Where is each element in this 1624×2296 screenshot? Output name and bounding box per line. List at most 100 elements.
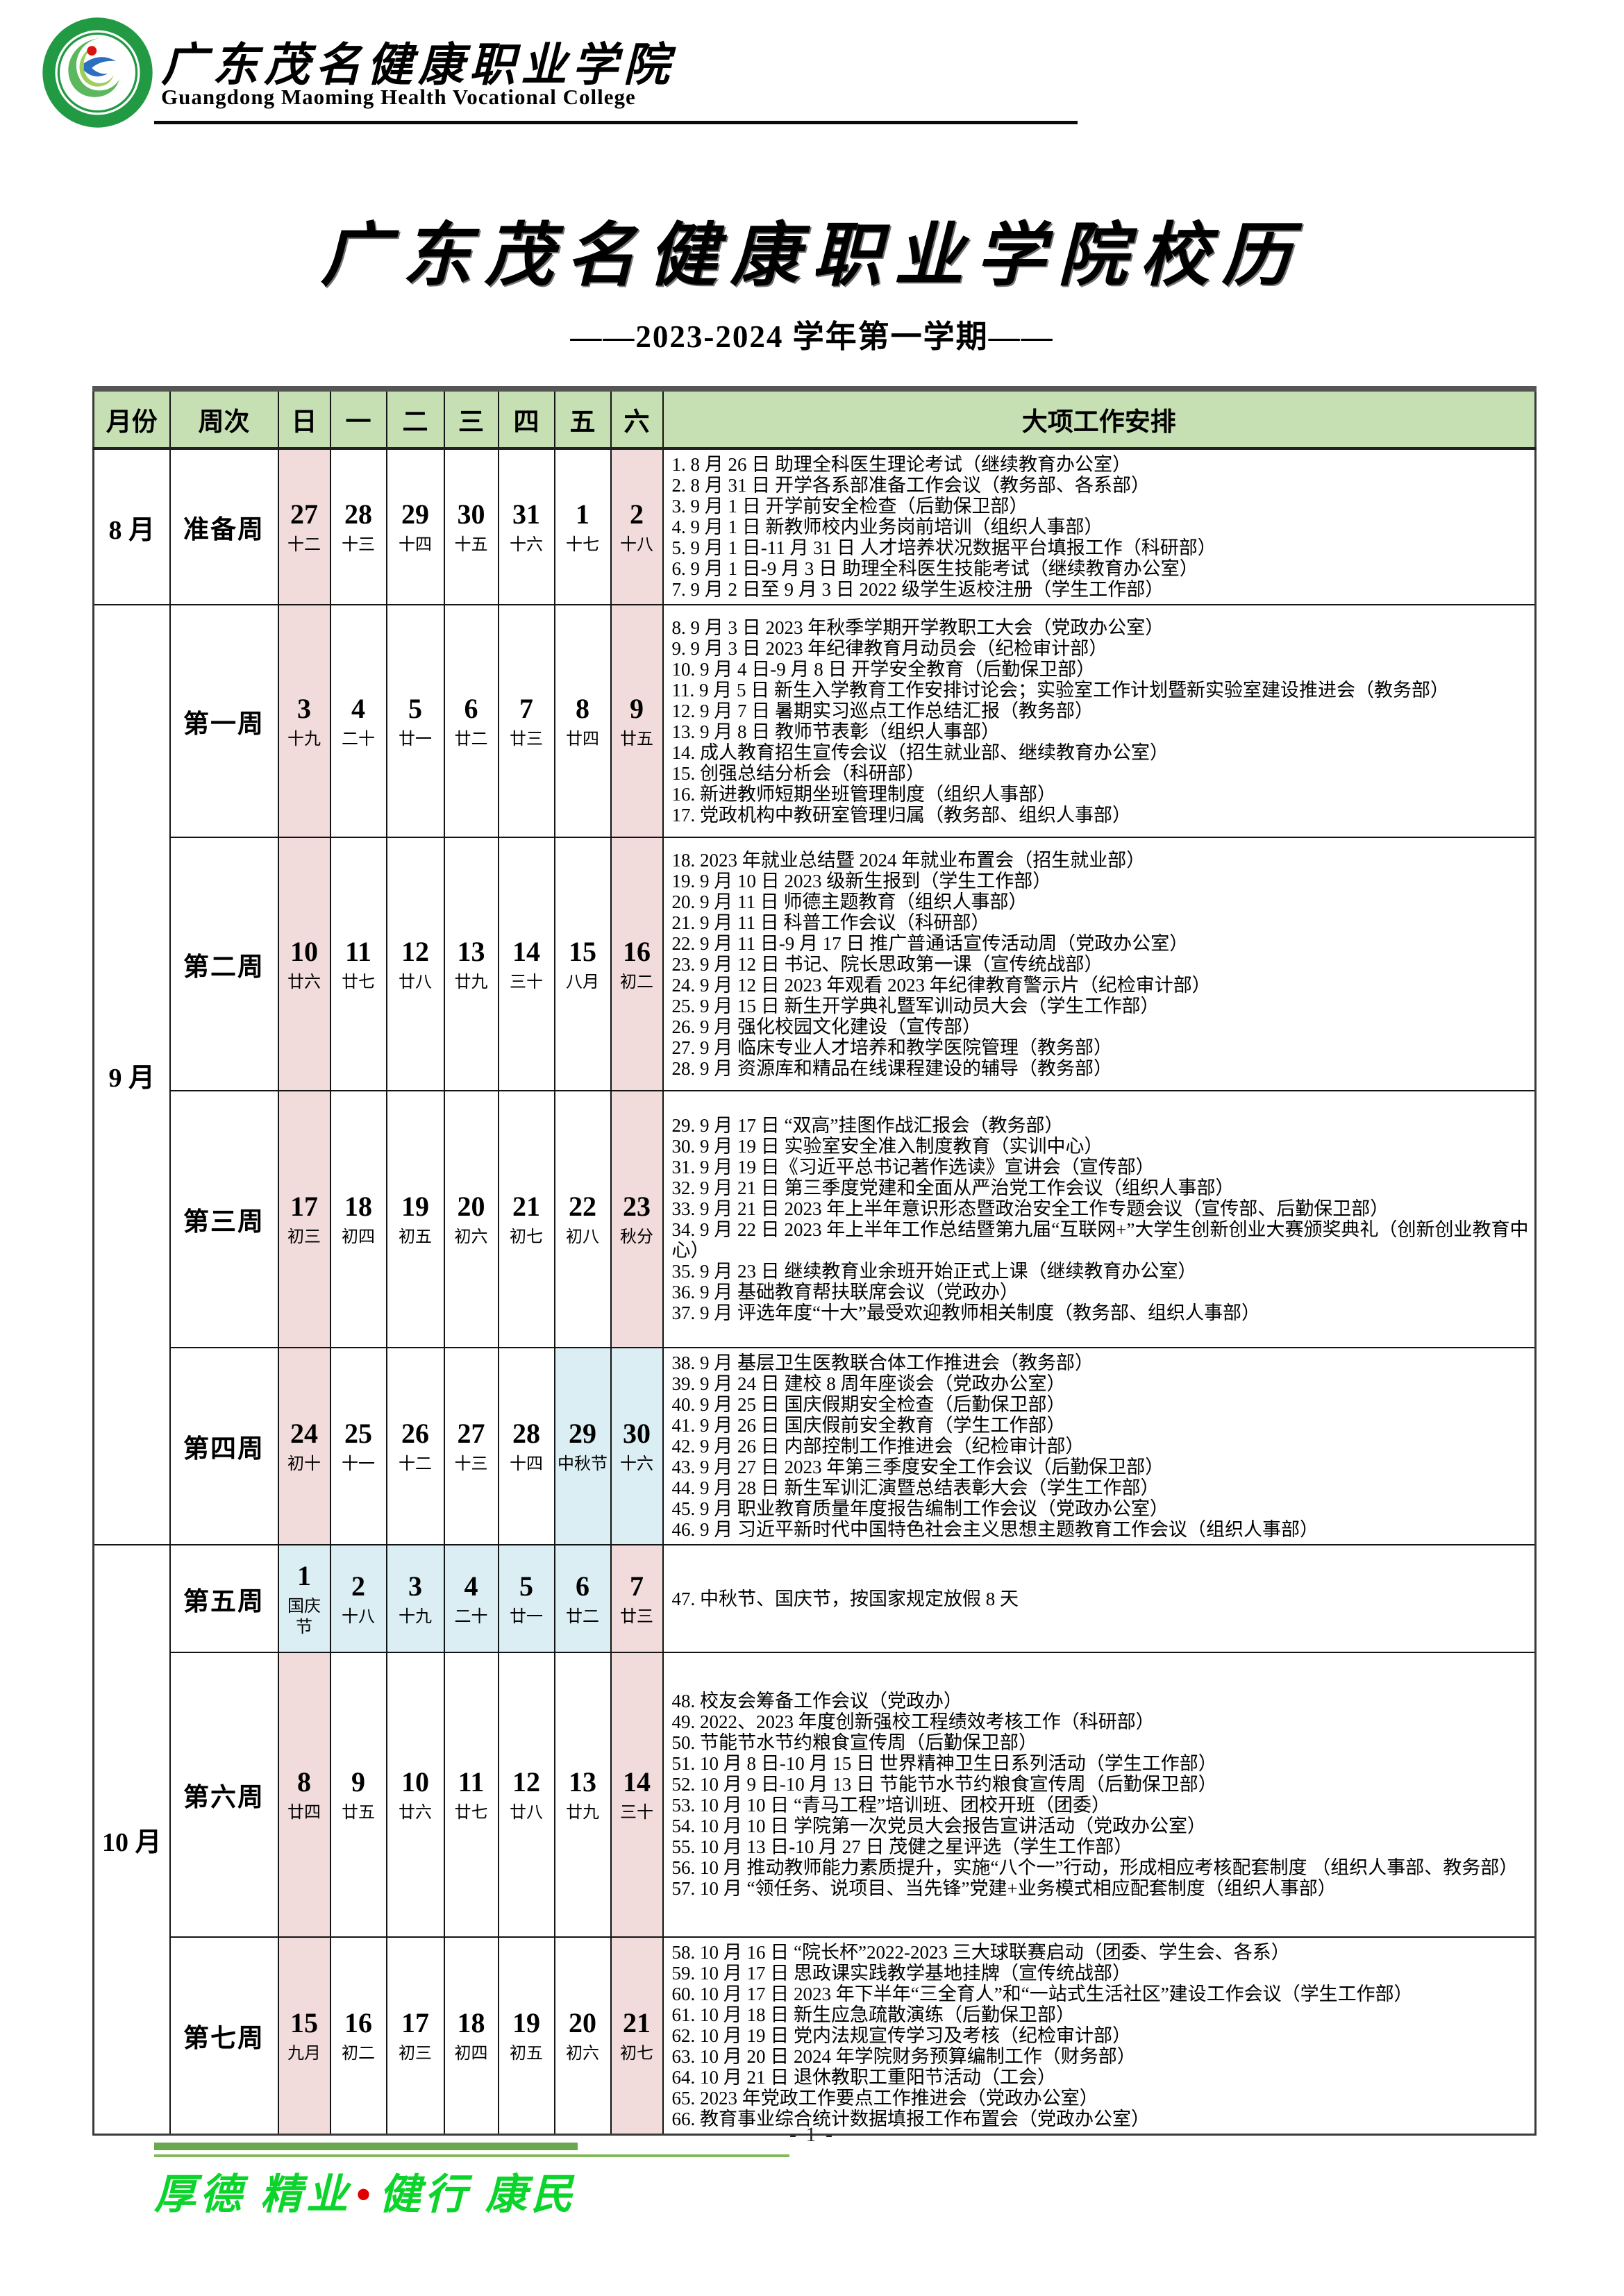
day-number: 20 — [457, 1191, 485, 1222]
day-number: 2 — [351, 1570, 365, 1602]
day-number: 23 — [623, 1191, 651, 1222]
day-number: 12 — [512, 1766, 540, 1798]
day-cell: 28 十三 — [329, 448, 387, 605]
day-number: 13 — [569, 1766, 596, 1798]
header-thursday: 四 — [497, 388, 555, 450]
day-cell: 16 初二 — [329, 1936, 387, 2136]
day-number: 13 — [457, 935, 485, 967]
day-number: 1 — [576, 498, 589, 530]
day-cell: 11 廿七 — [443, 1652, 499, 1938]
day-lunar-label: 廿六 — [399, 1804, 432, 1822]
day-lunar-label: 十一 — [342, 1455, 375, 1473]
day-cell: 20 初六 — [553, 1936, 612, 2136]
day-cell: 6 廿二 — [443, 604, 499, 838]
week-label: 第三周 — [169, 1090, 279, 1348]
header-month: 月份 — [92, 388, 171, 450]
day-lunar-label: 国庆节 — [287, 1597, 321, 1636]
week-label: 第二周 — [169, 837, 279, 1091]
header-tuesday: 二 — [385, 388, 445, 450]
day-lunar-label: 十八 — [342, 1607, 375, 1626]
day-lunar-label: 廿三 — [510, 730, 543, 748]
day-cell: 16 初二 — [610, 837, 664, 1091]
task-item: 36. 9 月 基础教育帮扶联席会议（党政办） — [671, 1282, 1019, 1302]
week-label: 第一周 — [169, 604, 279, 838]
header-tasks: 大项工作安排 — [662, 388, 1537, 450]
day-number: 16 — [623, 935, 651, 967]
day-lunar-label: 初八 — [566, 1228, 599, 1246]
day-lunar-label: 初六 — [566, 2045, 599, 2063]
task-item: 27. 9 月 临床专业人才培养和教学医院管理（教务部） — [671, 1037, 1113, 1058]
day-cell: 30 十六 — [610, 1347, 664, 1545]
day-lunar-label: 九月 — [287, 2045, 321, 2063]
task-item: 19. 9 月 10 日 2023 级新生报到（学生工作部） — [671, 870, 1052, 891]
day-cell: 13 廿九 — [553, 1652, 612, 1938]
day-number: 14 — [623, 1766, 651, 1798]
task-item: 12. 9 月 7 日 暑期实习巡点工作总结汇报（教务部） — [671, 700, 1094, 721]
task-item: 14. 成人教育招生宣传会议（招生就业部、继续教育办公室） — [671, 741, 1169, 763]
day-lunar-label: 廿八 — [399, 973, 432, 991]
day-lunar-label: 二十 — [454, 1607, 488, 1626]
day-cell: 27 十三 — [443, 1347, 499, 1545]
day-number: 1 — [297, 1559, 311, 1591]
day-cell: 1 国庆节 — [277, 1544, 331, 1653]
calendar-table-body: 8 月准备周 27 十二 28 十三 29 十四 30 十五 31 十六 1 十七 2 十八 1. 8 月 2… — [92, 448, 1537, 2136]
task-item: 50. 节能节水节约粮食宣传周（后勤保卫部） — [671, 1732, 1038, 1753]
day-cell: 2 十八 — [610, 448, 664, 605]
task-item: 43. 9 月 27 日 2023 年第三季度安全工作会议（后勤保卫部） — [671, 1457, 1164, 1477]
task-item: 26. 9 月 强化校园文化建设（宣传部） — [671, 1016, 982, 1037]
day-cell: 19 初五 — [497, 1936, 555, 2136]
day-number: 26 — [401, 1418, 429, 1449]
task-item: 16. 新进教师短期坐班管理制度（组织人事部） — [671, 783, 1057, 805]
day-number: 7 — [519, 692, 533, 724]
month-label: 8 月 — [92, 448, 171, 605]
day-lunar-label: 初二 — [620, 973, 653, 991]
day-lunar-label: 初三 — [287, 1228, 321, 1246]
task-item: 55. 10 月 13 日-10 月 27 日 茂健之星评选（学生工作部） — [671, 1836, 1133, 1857]
day-cell: 3 十九 — [385, 1544, 445, 1653]
task-item: 22. 9 月 11 日-9 月 17 日 推广普通话宣传活动周（党政办公室） — [671, 932, 1189, 954]
day-lunar-label: 秋分 — [620, 1228, 653, 1246]
day-cell: 5 廿一 — [385, 604, 445, 838]
week-row: 8 月准备周 27 十二 28 十三 29 十四 30 十五 31 十六 1 十七 2 十八 1. 8 月 2… — [92, 448, 1537, 605]
week-row: 第六周 8 廿四 9 廿五 10 廿六 11 廿七 12 廿八 13 廿九 14 三十 48. 校友会筹备工作… — [94, 1652, 1537, 1938]
day-number: 15 — [569, 935, 596, 967]
day-cell: 14 三十 — [610, 1652, 664, 1938]
day-cell: 12 廿八 — [385, 837, 445, 1091]
day-cell: 6 廿二 — [553, 1544, 612, 1653]
task-item: 60. 10 月 17 日 2023 年下半年“三全育人”和“一站式生活社区”建… — [671, 1984, 1413, 2004]
calendar-table: 月份 周次 日 一 二 三 四 五 六 大项工作安排 8 月准备周 27 十二 28 十… — [92, 386, 1537, 2136]
masthead: 广东茂名健康职业学院 Guangdong Maoming Health Voca… — [0, 0, 1624, 208]
task-item: 33. 9 月 21 日 2023 年上半年意识形态暨政治安全工作专题会议（宣传… — [671, 1198, 1389, 1219]
motto-dot: • — [356, 2172, 376, 2218]
page-number: - 1 - — [789, 2123, 835, 2146]
day-cell: 24 初十 — [277, 1347, 331, 1545]
week-row: 第三周 17 初三 18 初四 19 初五 20 初六 21 初七 22 初八 23 秋分 29. 9 月 1… — [94, 1090, 1537, 1348]
day-lunar-label: 初七 — [510, 1228, 543, 1246]
task-item: 38. 9 月 基层卫生医教联合体工作推进会（教务部） — [671, 1352, 1094, 1373]
task-item: 23. 9 月 12 日 书记、院长思政第一课（宣传统战部） — [671, 953, 1103, 975]
task-item: 44. 9 月 28 日 新生军训汇演暨总结表彰大会（学生工作部） — [671, 1477, 1160, 1498]
day-cell: 4 二十 — [443, 1544, 499, 1653]
task-item: 9. 9 月 3 日 2023 年纪律教育月动员会（纪检审计部） — [671, 637, 1108, 659]
day-lunar-label: 十六 — [620, 1455, 653, 1473]
task-item: 42. 9 月 26 日 内部控制工作推进会（纪检审计部） — [671, 1436, 1085, 1457]
week-label: 第四周 — [169, 1347, 279, 1545]
day-cell: 15 八月 — [553, 837, 612, 1091]
tasks-cell: 29. 9 月 17 日 “双高”挂图作战汇报会（教务部） 30. 9 月 19 … — [662, 1090, 1537, 1348]
day-lunar-label: 初五 — [399, 1228, 432, 1246]
task-item: 13. 9 月 8 日 教师节表彰（组织人事部） — [671, 721, 1001, 742]
week-row: 9 月第一周 3 十九 4 二十 5 廿一 6 廿二 7 廿三 8 廿四 9 廿五 8. 9 月 3 日 20… — [92, 604, 1537, 1545]
day-cell: 8 廿四 — [553, 604, 612, 838]
day-lunar-label: 二十 — [342, 730, 375, 748]
day-cell: 1 十七 — [553, 448, 612, 605]
task-item: 25. 9 月 15 日 新生开学典礼暨军训动员大会（学生工作部） — [671, 995, 1160, 1016]
motto-right: 健行 康民 — [379, 2172, 578, 2218]
day-lunar-label: 三十 — [620, 1804, 653, 1822]
tasks-cell: 18. 2023 年就业总结暨 2024 年就业布置会（招生就业部） 19. 9 … — [662, 837, 1537, 1091]
task-item: 32. 9 月 21 日 第三季度党建和全面从严治党工作会议（组织人事部） — [671, 1178, 1234, 1198]
day-lunar-label: 廿九 — [566, 1804, 599, 1822]
day-cell: 23 秋分 — [610, 1090, 664, 1348]
day-cell: 9 廿五 — [610, 604, 664, 838]
day-lunar-label: 初四 — [454, 2045, 488, 2063]
day-lunar-label: 初五 — [510, 2045, 543, 2063]
